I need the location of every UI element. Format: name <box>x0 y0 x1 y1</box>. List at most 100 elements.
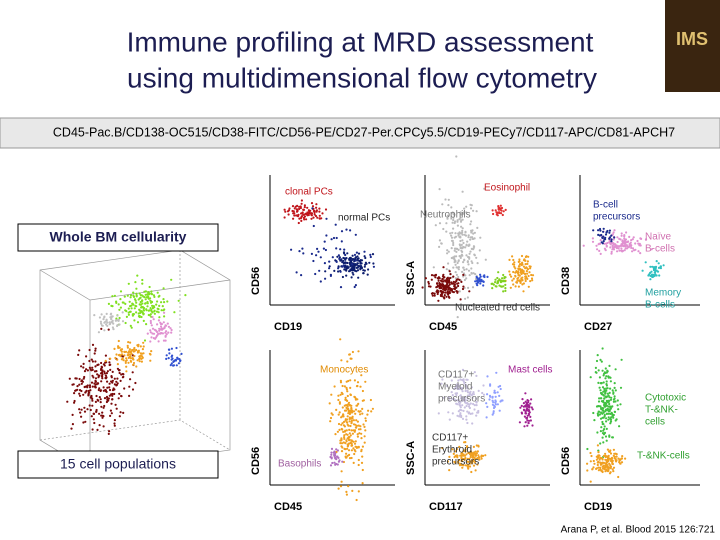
cell-dot <box>354 412 357 415</box>
cell-dot <box>351 489 354 492</box>
cell-dot <box>628 235 631 238</box>
cell-dot <box>119 306 122 309</box>
cell-dot <box>139 300 142 304</box>
cell-dot <box>441 447 444 450</box>
cell-dot <box>604 236 607 239</box>
cell-dot <box>603 415 606 418</box>
cell-dot <box>524 392 527 395</box>
cell-dot <box>522 408 526 411</box>
left-bottom-label: 15 cell populations <box>60 456 176 472</box>
x-axis-label: CD19 <box>584 501 612 513</box>
cell-dot <box>458 387 461 391</box>
cell-dot <box>138 292 141 295</box>
cell-dot <box>502 210 505 213</box>
cell-dot <box>162 298 165 301</box>
cell-dot <box>459 246 463 249</box>
cell-dot <box>156 307 159 310</box>
cell-dot <box>334 433 337 436</box>
annotation: precursors <box>593 212 640 223</box>
cell-dot <box>102 415 105 418</box>
cell-dot <box>341 414 344 418</box>
cell-dot <box>476 411 479 414</box>
cell-dot <box>352 410 356 413</box>
cell-dot <box>361 455 364 458</box>
cell-dot <box>129 305 132 308</box>
cell-dot <box>605 375 608 378</box>
cell-dot <box>529 402 532 405</box>
cell-dot <box>446 214 449 217</box>
cell-dot <box>300 199 303 202</box>
cell-dot <box>306 206 309 209</box>
cell-dot <box>597 400 601 403</box>
cell-dot <box>479 273 482 276</box>
cell-dot <box>345 380 348 383</box>
cell-dot <box>470 247 473 250</box>
cell-dot <box>605 427 608 430</box>
cell-dot <box>337 487 340 490</box>
cell-dot <box>488 398 491 401</box>
cell-dot <box>494 395 497 398</box>
cell-dot <box>345 399 348 402</box>
cell-dot <box>596 456 600 459</box>
cell-dot <box>600 408 603 411</box>
cell-dot <box>524 267 527 270</box>
cell-dot <box>160 327 163 330</box>
cell-dot <box>362 399 365 402</box>
cell-dot <box>433 292 436 295</box>
cell-dot <box>170 358 173 361</box>
cell-dot <box>348 428 351 431</box>
citation: Arana P, et al. Blood 2015 126:721 <box>561 525 716 536</box>
cell-dot <box>123 387 126 390</box>
cell-dot <box>483 274 486 277</box>
cell-dot <box>142 352 145 355</box>
cell-dot <box>607 375 610 378</box>
cell-dot <box>337 254 340 257</box>
cell-dot <box>604 464 607 467</box>
cell-dot <box>135 301 138 304</box>
y-axis-label: SSC-A <box>405 441 417 475</box>
cell-dot <box>470 260 473 263</box>
cell-dot <box>466 402 469 405</box>
cell-dot <box>652 275 655 278</box>
cell-dot <box>135 294 138 297</box>
cell-dot <box>616 250 619 253</box>
cell-dot <box>476 262 479 265</box>
cell-dot <box>604 452 607 455</box>
cell-dot <box>471 422 474 425</box>
cell-dot <box>116 324 119 328</box>
cell-dot <box>619 386 623 389</box>
cell-dot <box>121 320 125 323</box>
cell-dot <box>448 296 451 299</box>
cell-dot <box>158 304 161 307</box>
cell-dot <box>475 282 478 285</box>
cell-dot <box>101 373 104 376</box>
cell-dot <box>457 248 460 251</box>
cell-dot <box>149 331 152 334</box>
cell-dot <box>346 394 349 398</box>
cell-dot <box>110 380 113 383</box>
cell-dot <box>459 256 462 259</box>
cell-dot <box>612 231 615 234</box>
cell-dot <box>125 365 128 368</box>
cell-dot <box>457 379 460 382</box>
cell-dot <box>467 263 470 266</box>
cell-dot <box>477 454 480 457</box>
cell-dot <box>340 423 343 426</box>
cell-dot <box>484 454 487 457</box>
cell-dot <box>121 357 124 360</box>
cell-dot <box>456 414 459 417</box>
cell-dot <box>469 412 472 415</box>
cell-dot <box>338 401 341 404</box>
cell-dot <box>464 234 468 237</box>
cell-dot <box>300 212 303 215</box>
cell-dot <box>602 454 606 457</box>
cell-dot <box>88 404 91 407</box>
cell-dot <box>343 430 346 433</box>
cell-dot <box>608 240 611 244</box>
cell-dot <box>466 410 469 413</box>
cell-dot <box>152 318 155 321</box>
cell-dot <box>335 236 338 240</box>
cell-dot <box>165 357 168 360</box>
cell-dot <box>455 448 459 451</box>
cell-dot <box>511 279 514 282</box>
